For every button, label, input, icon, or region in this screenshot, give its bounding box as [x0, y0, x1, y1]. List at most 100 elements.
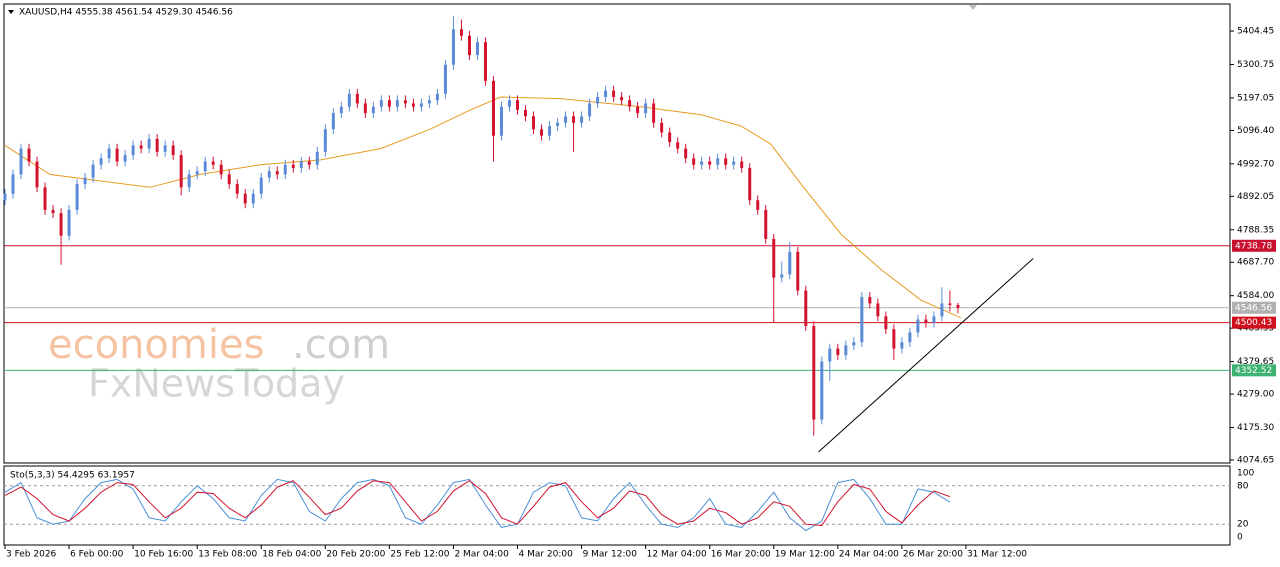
level-label-bg [1232, 239, 1276, 252]
candle-body [604, 90, 608, 97]
candle-body [908, 332, 912, 343]
x-tick-label: 31 Mar 12:00 [967, 550, 1027, 560]
candle-body [483, 42, 487, 81]
y-tick-label: 4483.35 [1237, 324, 1274, 334]
candle-body [700, 161, 704, 165]
y-tick-label: 0 [1237, 533, 1243, 543]
shift-marker [969, 5, 977, 10]
candle-body [83, 177, 87, 185]
candle-body [475, 42, 479, 56]
level-label: 4352.52 [1235, 366, 1272, 376]
candle-body [459, 29, 463, 36]
level-label: 4500.43 [1235, 318, 1272, 328]
y-tick-label: 5300.75 [1237, 60, 1274, 70]
candle-body [19, 148, 23, 175]
candle-body [636, 106, 640, 114]
candle-body [788, 251, 792, 275]
candle-body [235, 184, 239, 194]
candle-body [732, 161, 736, 165]
candle-body [283, 164, 287, 175]
candle-body [940, 303, 944, 317]
candle-body [347, 93, 351, 107]
candle-body [948, 303, 952, 305]
candle-body [435, 93, 439, 101]
x-tick-label: 20 Feb 20:00 [326, 550, 385, 560]
x-tick-label: 18 Feb 04:00 [262, 550, 321, 560]
candle-body [467, 35, 471, 56]
candle-body [67, 209, 71, 236]
candle-body [91, 164, 95, 178]
level-label-bg [1232, 364, 1276, 377]
candle-body [580, 116, 584, 123]
candle-body [355, 93, 359, 104]
candle-body [139, 145, 143, 149]
y-tick-label: 80 [1237, 481, 1249, 491]
candle-body [628, 100, 632, 107]
candle-body [876, 303, 880, 317]
candle-body [291, 164, 295, 168]
x-tick-label: 2 Mar 04:00 [454, 550, 509, 560]
stoch-line [4, 480, 951, 527]
candle-body [540, 129, 544, 136]
candle-body [451, 29, 455, 65]
candle-body [828, 348, 832, 362]
candle-body [163, 145, 167, 152]
candle-body [187, 174, 191, 188]
x-tick-label: 13 Feb 08:00 [198, 550, 257, 560]
x-tick-label: 10 Feb 16:00 [134, 550, 193, 560]
candle-body [836, 348, 840, 356]
candle-body [748, 167, 752, 201]
candle-body [299, 161, 303, 168]
level-label: 4546.56 [1235, 303, 1272, 313]
candle-body [572, 116, 576, 123]
candle-body [684, 148, 688, 159]
candle-body [620, 96, 624, 101]
candle-body [491, 80, 495, 136]
candle-body [668, 132, 672, 143]
candle-body [107, 148, 111, 159]
candle-body [780, 274, 784, 278]
candle-body [195, 171, 199, 175]
candle-body [211, 161, 215, 165]
level-label: 4738.78 [1235, 241, 1272, 251]
candle-body [507, 100, 511, 107]
y-tick-label: 4175.30 [1237, 423, 1274, 433]
stoch-title: Sto(5,3,3) 54.4295 63.1957 [10, 471, 135, 481]
x-tick-label: 19 Mar 12:00 [775, 550, 835, 560]
candle-body [820, 361, 824, 420]
candle-body [323, 129, 327, 152]
candle-body [59, 213, 63, 236]
candle-body [427, 100, 431, 104]
candle-body [532, 116, 536, 130]
menu-arrow[interactable] [8, 10, 14, 14]
candle-body [756, 200, 760, 210]
candle-body [676, 142, 680, 149]
watermark: FxNewsToday [88, 362, 345, 406]
x-tick-label: 25 Feb 12:00 [390, 550, 449, 560]
y-tick-label: 5096.40 [1237, 126, 1274, 136]
candle-body [339, 106, 343, 114]
candle-body [363, 103, 367, 114]
y-tick-label: 100 [1237, 469, 1254, 479]
candle-body [419, 103, 423, 107]
candle-body [99, 158, 103, 165]
candle-body [171, 145, 175, 156]
candle-body [612, 90, 616, 97]
candle-body [147, 138, 151, 149]
candle-body [43, 187, 47, 210]
candle-body [35, 161, 39, 188]
candle-body [548, 126, 552, 136]
candle-body [131, 145, 135, 156]
y-tick-label: 5404.45 [1237, 27, 1274, 37]
candle-body [395, 100, 399, 107]
x-tick-label: 12 Mar 04:00 [647, 550, 707, 560]
candle-body [892, 329, 896, 349]
candle-body [524, 109, 528, 117]
candle-body [708, 161, 712, 165]
candle-body [75, 184, 79, 210]
x-tick-label: 24 Mar 04:00 [839, 550, 899, 560]
level-label-bg [1232, 316, 1276, 329]
candle-body [564, 116, 568, 123]
candle-body [884, 316, 888, 330]
candle-body [267, 171, 271, 178]
